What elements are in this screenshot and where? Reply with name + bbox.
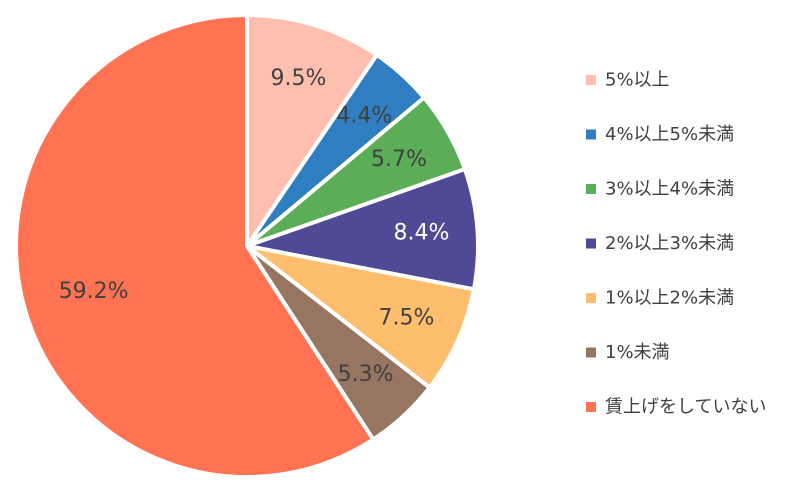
legend-label-2: 3%以上4%未満 [605,179,734,200]
legend-swatch-0 [586,75,596,85]
legend-label-5: 1%未満 [605,342,670,363]
slice-value-label-4: 7.5% [379,306,435,331]
pie-slice-4 [245,244,476,390]
pie-slice-3 [245,167,480,292]
legend-swatch-4 [586,293,596,303]
legend-item-3: 2%以上3%未満 [586,233,734,254]
slice-value-label-2: 5.7% [371,147,427,172]
legend-item-0: 5%以上 [586,70,670,91]
legend-label-6: 賃上げをしていない [605,397,766,418]
pie-slices [14,13,480,479]
legend-label-1: 4%以上5%未満 [605,124,734,145]
slice-value-label-5: 5.3% [338,362,394,387]
legend-label-0: 5%以上 [605,70,670,91]
slice-value-label-0: 9.5% [271,66,327,91]
slice-value-label-3: 8.4% [394,220,450,245]
pie-slice-6 [14,13,376,479]
legend-item-5: 1%未満 [586,342,670,363]
legend-item-4: 1%以上2%未満 [586,288,734,309]
legend-swatch-2 [586,184,596,194]
slice-value-label-6: 59.2% [59,279,129,304]
legend-item-1: 4%以上5%未満 [586,124,734,145]
legend-swatch-3 [586,238,596,249]
legend-swatch-5 [586,347,596,358]
legend-label-4: 1%以上2%未満 [605,288,734,309]
legend-swatch-1 [586,129,596,140]
legend-item-6: 賃上げをしていない [586,397,766,418]
legend-swatch-6 [586,402,596,412]
pie-slice-labels: 9.5% 4.4% 5.7% 8.4% 7.5% 5.3% 59.2% [59,66,450,387]
pie-slice-0 [245,13,379,248]
slice-value-label-1: 4.4% [336,104,392,129]
legend-item-2: 3%以上4%未満 [586,179,734,200]
legend-label-3: 2%以上3%未満 [605,233,734,254]
legend: 5%以上 4%以上5%未満 3%以上4%未満 2%以上3%未満 1%以上2%未満 1%未満… [586,70,766,418]
